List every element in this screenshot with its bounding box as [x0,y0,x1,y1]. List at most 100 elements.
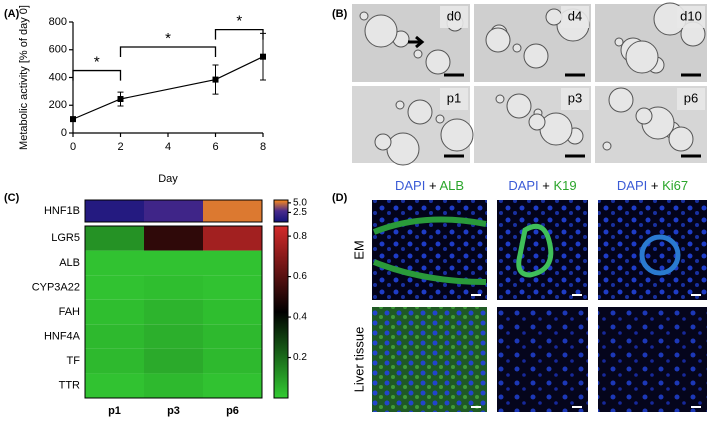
heat-cell [144,275,203,300]
row-label: Liver tissue [351,327,366,393]
x-tick-label: 4 [165,141,171,153]
fluorescence-image [497,307,588,412]
organoid [386,132,420,166]
organoid [359,11,369,21]
data-point [212,76,219,83]
heat-cell [144,324,203,349]
colorbar-tick-label: 0.4 [293,312,307,323]
heat-cell [203,250,262,276]
fluorescence-image [497,200,588,300]
colorbar-tick-label: 5.0 [293,198,307,209]
micrograph-label: d4 [568,8,582,23]
colorbar-tick-label: 0.8 [293,231,307,242]
y-tick-label: 200 [49,99,67,111]
colorbar-tick-label: 0.6 [293,271,307,282]
x-tick-label: 8 [260,141,266,153]
heat-cell [203,226,262,251]
organoid [545,8,563,26]
heat-cell [144,299,203,325]
organoid [485,27,511,53]
structure [639,234,681,276]
row-label: TF [67,355,81,367]
heat-cell [144,226,203,251]
heat-cell [85,373,144,398]
significance-label: * [165,30,171,47]
significance-bracket [72,69,122,81]
organoid [608,87,634,113]
micrograph-label: d10 [680,8,702,23]
heat-cell [85,275,144,300]
structure [516,223,554,278]
header-stain: DAPI [395,178,429,193]
organoid [413,49,423,59]
x-tick-label: 2 [117,141,123,153]
row-label: ALB [59,257,80,269]
row-label: FAH [59,306,80,318]
fluorescence-panel: DAPI + ALB DAPI + K19 DAPI + Ki67 EM Liver t… [351,178,707,412]
heat-cell [203,373,262,398]
colorbar-tick-label: 2.5 [293,207,307,218]
heat-frame [84,225,263,399]
micrograph-label: d0 [447,8,461,23]
column-header: DAPI + K19 [508,178,576,193]
organoid [523,43,549,69]
column-label: p1 [108,405,121,417]
organoid [635,107,653,125]
row-label: HNF1B [44,205,80,217]
colorbar [273,225,289,399]
panel-label: (C) [4,192,20,204]
column-label: p6 [226,405,239,417]
label-bg [561,6,589,28]
organoid [364,14,398,48]
x-tick-label: 0 [70,141,76,153]
fluorescence-image [372,200,487,300]
organoid [374,133,392,151]
heat-cell [85,299,144,325]
fluorescence-image [598,307,707,412]
micrograph-label: p1 [447,90,461,105]
heat-cell [203,324,262,349]
x-tick-label: 6 [212,141,218,153]
panel-label: (D) [332,192,348,204]
header-marker: K19 [554,178,577,193]
label-bg [677,6,705,28]
data-point [117,96,124,103]
heat-cell [85,324,144,349]
row-label: HNF4A [44,330,81,342]
organoid [625,40,659,74]
significance-label: * [94,54,100,71]
heat-cell [85,226,144,251]
fluorescence-image [598,200,707,300]
heat-cell [144,250,203,276]
header-marker: ALB [439,178,464,193]
colorbar-tick-label: 0.2 [293,352,307,363]
header-plus: + [651,178,662,193]
label-bg [561,88,589,110]
organoid [528,113,546,131]
panel-label: (B) [332,8,348,20]
significance-label: * [236,13,242,30]
data-point [70,116,76,123]
row-label: CYP3A22 [32,281,80,293]
column-header: DAPI + Ki67 [617,178,688,193]
fluorescence-image [372,307,487,412]
column-label: p3 [167,405,180,417]
heat-frame [84,199,263,223]
micrograph-panel: d0 d4 d10 p1 p3 p6 [352,2,707,166]
heat-cell [203,275,262,300]
data-point [260,53,266,60]
structure [372,216,487,285]
organoid [668,126,694,152]
organoid [506,93,532,119]
heat-cell [85,250,144,276]
heat-cell [144,373,203,398]
y-tick-label: 800 [49,16,67,28]
y-axis-label: Metabolic activity [% of day 0] [18,5,30,150]
row-label: EM [351,240,366,260]
organoid [407,99,433,125]
heat-cell [85,348,144,374]
heat-cell [144,200,203,222]
significance-bracket [119,46,217,57]
header-stain: DAPI [508,178,542,193]
